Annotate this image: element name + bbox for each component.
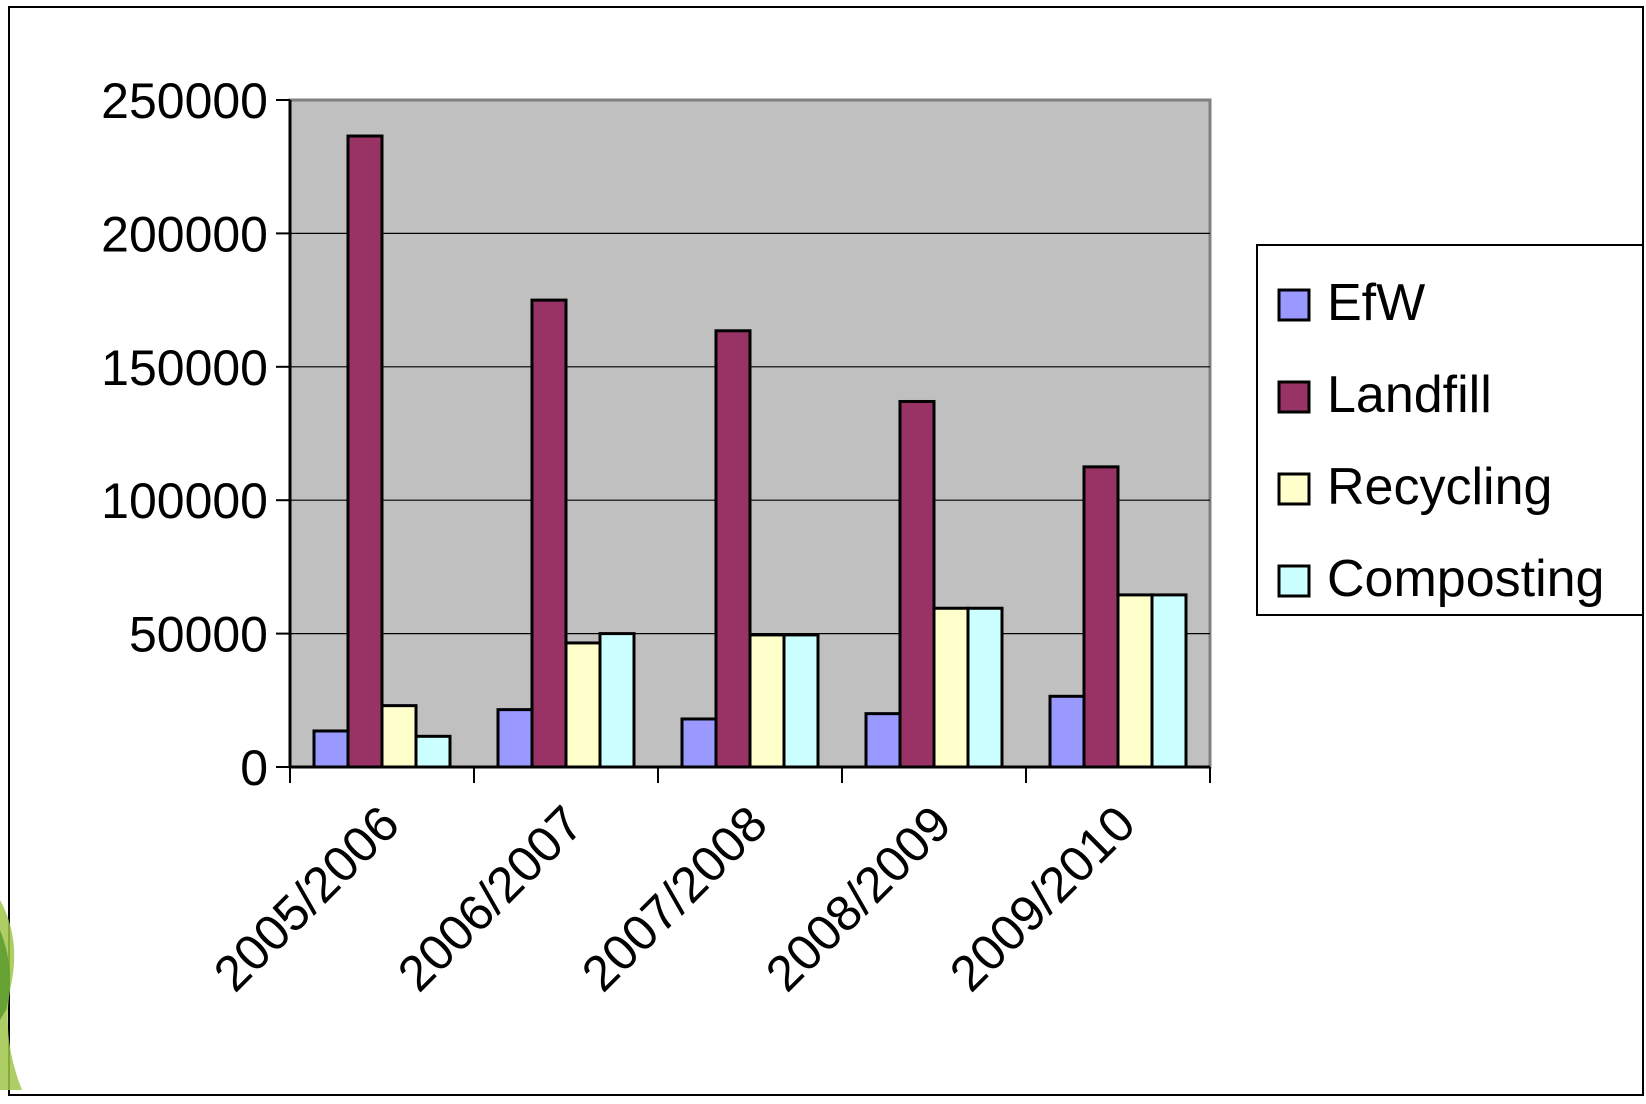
bar-composting-1 xyxy=(414,734,452,769)
bar-efw-4 xyxy=(864,712,902,769)
y-tick-label: 100000 xyxy=(101,473,268,529)
axes xyxy=(288,100,1210,769)
x-tick-label: 2008/2009 xyxy=(755,795,962,1002)
y-axis-tick-labels: 0 50000 100000 150000 200000 250000 xyxy=(101,73,290,796)
bar-efw-5 xyxy=(1048,694,1086,769)
decorative-swoosh xyxy=(0,900,22,1090)
bars xyxy=(312,134,1188,769)
bar-landfill-2 xyxy=(530,298,568,769)
y-tick-label: 0 xyxy=(240,740,268,796)
legend-swatch-composting xyxy=(1277,564,1311,598)
legend-label-landfill: Landfill xyxy=(1327,366,1492,424)
y-tick-label: 200000 xyxy=(101,206,268,262)
bar-recycling-3 xyxy=(748,633,786,769)
bar-efw-2 xyxy=(496,708,534,769)
bar-efw-1 xyxy=(312,729,350,769)
legend-swatch-efw xyxy=(1277,288,1311,322)
x-tick-label: 2006/2007 xyxy=(387,795,594,1002)
legend-box xyxy=(1256,244,1644,616)
legend-swatch-landfill xyxy=(1277,380,1311,414)
bar-landfill-5 xyxy=(1082,465,1120,769)
bar-recycling-5 xyxy=(1116,593,1154,769)
bar-composting-4 xyxy=(966,606,1004,769)
bar-landfill-4 xyxy=(898,399,936,769)
x-tick-label: 2005/2006 xyxy=(203,795,410,1002)
x-axis-tick-labels: 2005/20062006/20072007/20082008/20092009… xyxy=(203,767,1211,1002)
bar-composting-2 xyxy=(598,632,636,769)
bar-recycling-4 xyxy=(932,606,970,769)
legend-label-recycling: Recycling xyxy=(1327,458,1552,516)
bar-composting-3 xyxy=(782,633,820,769)
bar-efw-3 xyxy=(680,717,718,769)
x-tick-label: 2007/2008 xyxy=(571,795,778,1002)
y-tick-label: 50000 xyxy=(129,607,268,663)
legend-label-composting: Composting xyxy=(1327,550,1604,608)
bar-recycling-2 xyxy=(564,641,602,769)
y-tick-label: 250000 xyxy=(101,73,268,129)
bar-landfill-1 xyxy=(346,134,384,769)
bar-recycling-1 xyxy=(380,704,418,769)
legend: EfW Landfill Recycling Composting xyxy=(1256,244,1644,616)
y-tick-label: 150000 xyxy=(101,340,268,396)
bar-composting-5 xyxy=(1150,593,1188,769)
legend-swatch-recycling xyxy=(1277,472,1311,506)
legend-label-efw: EfW xyxy=(1327,274,1425,332)
bar-landfill-3 xyxy=(714,329,752,769)
x-tick-label: 2009/2010 xyxy=(939,795,1146,1002)
